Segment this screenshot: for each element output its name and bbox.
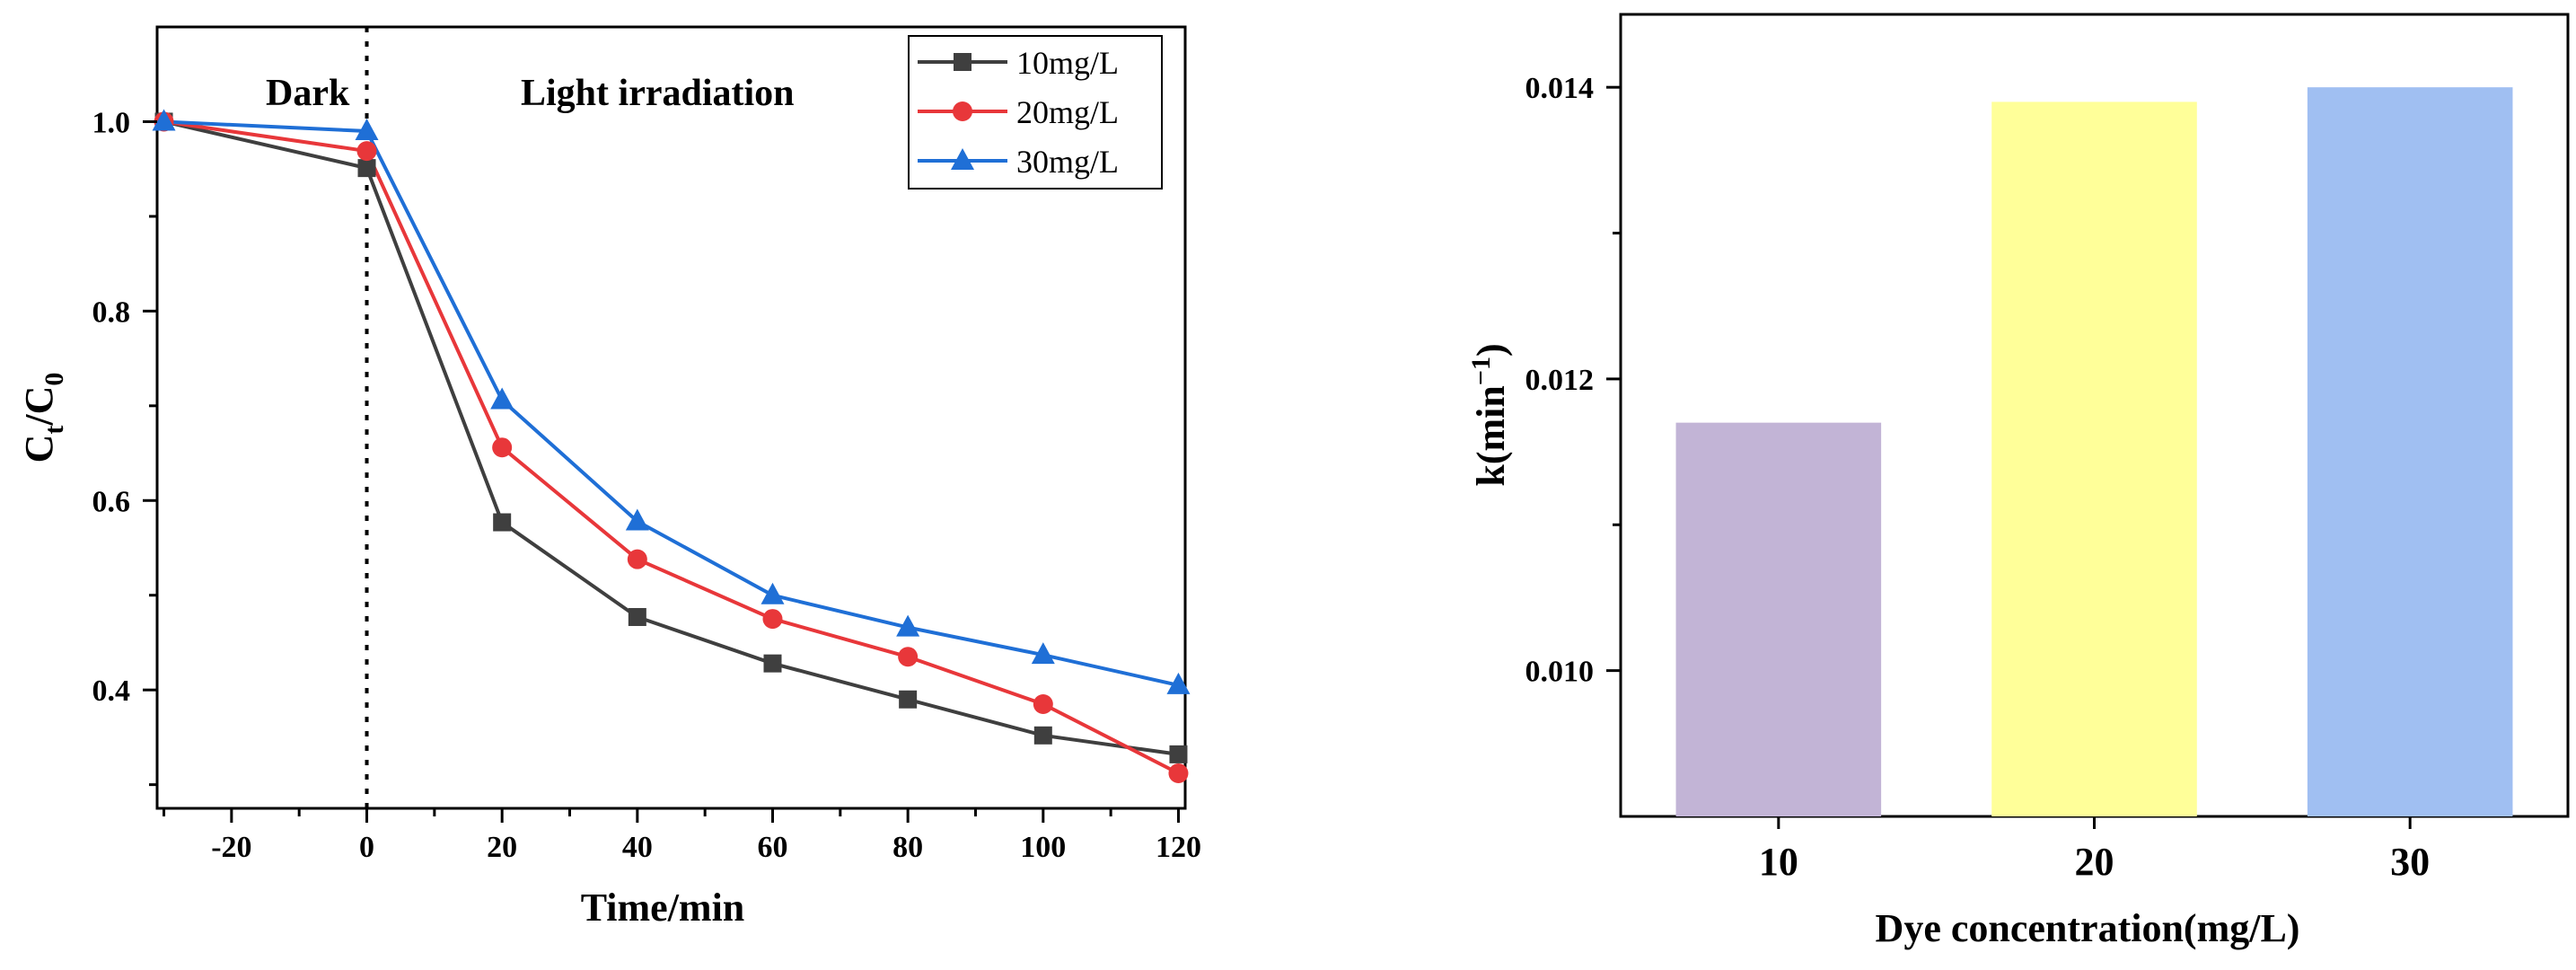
line-series-group: [163, 119, 1180, 775]
series-line-20mg/L: [163, 119, 1180, 775]
data-point-square: [493, 513, 512, 532]
data-point-circle: [1033, 694, 1053, 714]
y-axis-ticks: 0.4 0.6 0.8 1.0: [92, 106, 157, 787]
y-tick-label: 1.0: [92, 106, 131, 139]
x-tick-label: -20: [211, 831, 251, 864]
bar-10: [1675, 422, 1882, 816]
data-point-square: [899, 690, 918, 709]
x-tick-label: 20: [487, 831, 517, 864]
annotation-light-irradiation: Light irradiation: [521, 73, 795, 114]
data-point-triangle: [625, 508, 649, 531]
legend-label-20mg: 20mg/L: [1016, 94, 1119, 130]
y-tick-label: 0.010: [1525, 656, 1595, 689]
data-point-triangle: [355, 119, 379, 140]
marker-group: [152, 109, 1191, 783]
x-tick-label: 20: [2075, 840, 2114, 884]
data-point-triangle: [760, 582, 785, 604]
y-axis-title: Ct/C0: [17, 373, 69, 463]
x-axis-ticks: -20 0 20 40 60 80 100 120: [163, 808, 1201, 864]
data-point-circle: [898, 647, 919, 667]
legend-marker-circle: [953, 101, 972, 121]
data-point-triangle: [1031, 642, 1055, 665]
bar-group: [1675, 87, 2513, 816]
x-axis-title: Dye concentration(mg/L): [1876, 906, 2300, 950]
data-point-triangle: [1166, 672, 1191, 694]
bar-chart: 10 20 30 0.010 0.012 0.014 Dye concentration…: [1466, 13, 2570, 950]
data-point-circle: [492, 437, 513, 458]
y-tick-label: 0.4: [92, 675, 131, 708]
y-axis-ticks: 0.010 0.012 0.014: [1525, 72, 1621, 689]
legend-label-10mg: 10mg/L: [1016, 45, 1119, 81]
series-line-10mg/L: [163, 119, 1179, 756]
y-tick-label: 0.6: [92, 485, 131, 518]
x-axis-title: Time/min: [581, 886, 745, 930]
x-tick-label: 40: [622, 831, 653, 864]
y-tick-label: 0.012: [1525, 364, 1595, 397]
annotation-dark: Dark: [266, 73, 350, 114]
data-point-square: [1169, 745, 1188, 763]
line-chart: -20 0 20 40 60 80 100 120 0.4 0.6 0.8 1.0 Dark Lig…: [17, 25, 1201, 930]
data-point-circle: [627, 549, 647, 569]
y-tick-label: 0.014: [1525, 72, 1595, 105]
data-point-square: [763, 654, 782, 673]
x-tick-label: 0: [359, 831, 374, 864]
x-tick-label: 10: [1759, 840, 1798, 884]
data-point-circle: [356, 141, 377, 162]
line-chart-plot-frame: [155, 25, 1187, 810]
x-axis-ticks: 10 20 30: [1759, 816, 2430, 884]
bar-20: [1991, 101, 2197, 816]
data-point-circle: [1168, 763, 1189, 783]
data-point-triangle: [490, 387, 514, 410]
legend-label-30mg: 30mg/L: [1016, 144, 1119, 180]
data-point-circle: [762, 609, 783, 630]
data-point-square: [628, 607, 646, 626]
y-tick-label: 0.8: [92, 295, 131, 329]
x-tick-label: 30: [2390, 840, 2430, 884]
data-point-triangle: [152, 109, 176, 131]
data-point-triangle: [896, 614, 920, 637]
x-tick-label: 80: [892, 831, 923, 864]
legend-marker-square: [954, 53, 971, 71]
x-tick-label: 100: [1020, 831, 1066, 864]
legend-marker-triangle: [951, 148, 974, 170]
data-point-square: [1033, 726, 1052, 745]
y-axis-title: k(min−1): [1466, 343, 1513, 486]
series-line-30mg/L: [163, 119, 1179, 687]
bar-30: [2307, 87, 2513, 816]
data-point-square: [357, 159, 376, 178]
legend: 10mg/L 20mg/L 30mg/L: [908, 35, 1163, 190]
x-tick-label: 60: [757, 831, 787, 864]
x-tick-label: 120: [1156, 831, 1201, 864]
